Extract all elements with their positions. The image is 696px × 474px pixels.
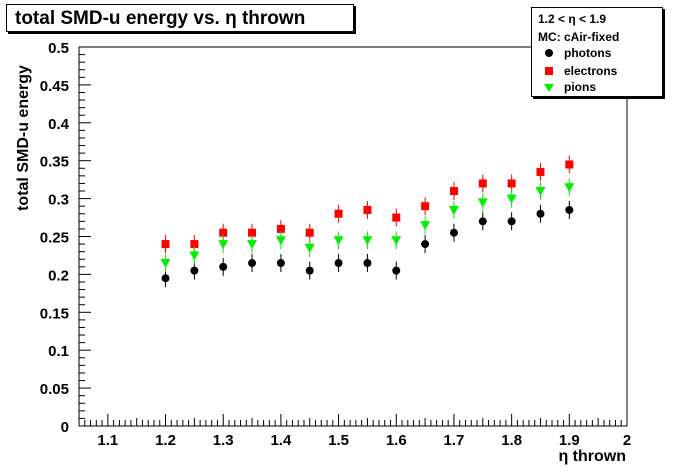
y-tick-label: 0.5 [48,40,69,57]
x-axis-label: η thrown [558,448,626,465]
legend-electrons-label: electrons [564,64,618,78]
y-tick-label: 0.05 [40,381,69,398]
photons-point [161,274,170,283]
y-axis-label: total SMD-u energy [15,65,32,211]
x-tick-label: 1.1 [97,432,118,449]
electrons-point [161,240,170,249]
electrons-point [190,240,199,249]
electrons-point [536,168,545,177]
legend-photons-label: photons [564,46,612,60]
y-axis: 0 0.05 0.1 0.15 0.2 0.25 0.3 0.35 0.4 0.45 0.5 [40,40,91,436]
electrons-point [363,205,372,214]
y-tick-label: 0.3 [48,192,69,209]
photons-point [478,217,487,226]
x-tick-label: 1.9 [559,432,580,449]
pions-point [506,194,517,204]
pions-point [189,251,200,261]
pions-point [564,183,575,193]
pions-point [304,243,315,253]
series-pions [160,178,575,273]
plot-frame [78,46,628,427]
photons-point [449,228,458,237]
electrons-point [449,187,458,196]
photons-point [363,259,372,268]
legend: 1.2 < η < 1.9 MC: cAir-fixed photons ele… [531,7,663,97]
pions-point [362,236,373,246]
pions-point [218,240,229,250]
photons-point [305,266,314,275]
legend-electrons-marker-icon [545,67,553,75]
pions-point [160,259,171,269]
photons-point [219,262,228,271]
photons-point [536,209,545,218]
y-tick-label: 0.35 [40,154,69,171]
x-tick-label: 2 [623,432,631,449]
pions-point [535,187,546,197]
x-tick-label: 1.5 [328,432,349,449]
x-tick-label: 1.2 [155,432,176,449]
series-photons [161,200,574,288]
chart-title: total SMD-u energy vs. η thrown [15,8,306,29]
electrons-point [565,160,574,169]
y-tick-label: 0.1 [48,343,69,360]
electrons-point [276,224,285,233]
legend-pions-marker-icon [544,84,554,92]
pions-point [333,236,344,246]
legend-header-eta-range: 1.2 < η < 1.9 [538,12,607,26]
photons-point [276,259,285,268]
pions-point [420,221,431,231]
y-tick-label: 0.2 [48,267,69,284]
series-electrons [161,155,574,254]
photons-point [421,240,430,249]
photons-point [392,266,401,275]
photons-point [248,259,257,268]
pions-point [275,236,286,246]
electrons-point [392,213,401,222]
electrons-point [334,209,343,218]
electrons-point [507,179,516,188]
y-tick-label: 0.4 [48,116,70,133]
legend-pions-label: pions [564,80,596,94]
x-tick-label: 1.3 [213,432,234,449]
photons-point [565,205,574,214]
y-tick-label: 0 [61,419,69,436]
data-points [160,155,575,288]
photons-point [190,266,199,275]
electrons-point [248,228,257,237]
pions-point [448,205,459,215]
y-tick-label: 0.25 [40,230,69,247]
electrons-point [421,202,430,211]
electrons-point [305,228,314,237]
photons-point [334,259,343,268]
pions-point [391,236,402,246]
legend-photons-marker-icon [545,49,553,57]
x-tick-label: 1.6 [386,432,407,449]
chart-title-box: total SMD-u energy vs. η thrown [6,4,354,32]
pions-point [477,198,488,208]
electrons-point [478,179,487,188]
x-axis: 1.1 1.2 1.3 1.4 1.5 1.6 1.7 1.8 1.9 2 [78,414,631,449]
y-tick-label: 0.15 [40,305,69,322]
x-tick-label: 1.7 [444,432,465,449]
y-tick-label: 0.45 [40,78,69,95]
pions-point [247,240,258,250]
photons-point [507,217,516,226]
legend-header-mc: MC: cAir-fixed [538,30,620,44]
electrons-point [219,228,228,237]
x-tick-label: 1.8 [501,432,522,449]
x-tick-label: 1.4 [270,432,292,449]
